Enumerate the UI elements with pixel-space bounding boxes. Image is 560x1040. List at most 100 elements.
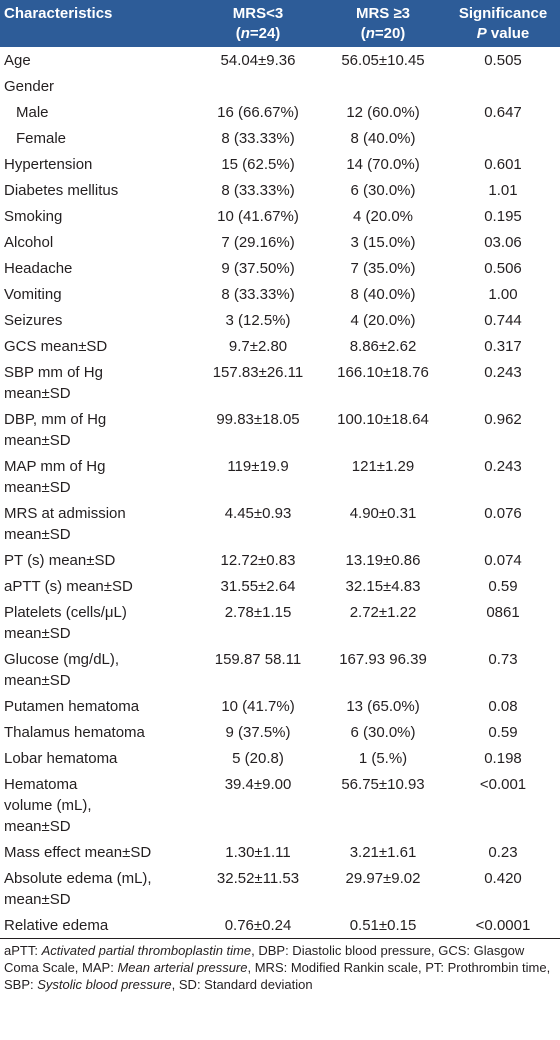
table-row: Age 54.04±9.36 56.05±10.45 0.505 [0,47,560,73]
header-cell: MRS ≥3 (n=20) [320,0,446,47]
value-cell: 7 (35.0%) [350,260,416,277]
value-cell: 32.15±4.83 [345,578,421,595]
row-label: Thalamus hematoma [0,719,196,745]
label-line: Hematoma [4,776,78,793]
table-row: SBP mm of Hg mean±SD 157.83±26.11 166.10±18… [0,359,560,406]
value-cell: 0.243 [484,458,522,475]
row-label: MRS at admission mean±SD [0,500,196,547]
label-line: GCS mean±SD [4,338,108,355]
value-cell: 54.04±9.36 [220,52,296,69]
value-cell: 121±1.29 [351,458,415,475]
value-cell: 29.97±9.02 [345,870,421,887]
label-line: Male [16,104,49,121]
value-cell: 9 (37.5%) [225,724,291,741]
table-row: aPTT (s) mean±SD 31.55±2.64 32.15±4.83 0.59 [0,573,560,599]
text-segment: , DBP: Diastolic blood pressure, GCS: Gl… [4,943,525,975]
text-segment: Significance [458,5,548,22]
value-cell: 0.506 [484,260,522,277]
value-cell: 0.198 [484,750,522,767]
header-cell: Characteristics [0,0,196,47]
table-row: Glucose (mg/dL), mean±SD 159.87 58.11 167.9… [0,646,560,693]
row-label: Relative edema [0,912,196,939]
text-segment: Mean arterial pressure [117,960,248,975]
value-cell: 4 (20.0% [352,208,414,225]
table-row: Smoking 10 (41.67%) 4 (20.0% 0.195 [0,203,560,229]
table-row: Platelets (cells/μL) mean±SD 2.78±1.15 2.72… [0,599,560,646]
value-cell: 0.744 [484,312,522,329]
label-line: Relative edema [4,917,109,934]
value-cell: 0.243 [484,364,522,381]
value-cell: 0.59 [488,724,518,741]
text-segment: =20) [374,25,406,42]
table-row: PT (s) mean±SD 12.72±0.83 13.19±0.86 0.074 [0,547,560,573]
text-segment: value [486,25,530,42]
value-cell: 12.72±0.83 [220,552,296,569]
table-row: Absolute edema (mL), mean±SD 32.52±11.53 29… [0,865,560,912]
data-table: Characteristics MRS<3 (n=24) MRS ≥3 (n=20) Si… [0,0,560,939]
text-segment: Activated partial thromboplastin time [41,943,252,958]
value-cell: 32.52±11.53 [216,870,300,887]
row-label: Smoking [0,203,196,229]
value-cell: 1.30±1.11 [225,844,291,861]
table-body: Age 54.04±9.36 56.05±10.45 0.505 Gender Male 1… [0,47,560,939]
value-cell: 8 (40.0%) [350,130,416,147]
row-label: Female [0,125,196,151]
label-line: Absolute edema (mL), [4,870,152,887]
value-cell: 0.08 [488,698,518,715]
value-cell: 0.73 [488,651,518,668]
value-cell: 16 (66.67%) [217,104,299,121]
label-line: mean±SD [4,818,71,835]
row-label: Platelets (cells/μL) mean±SD [0,599,196,646]
text-segment: Characteristics [4,5,113,22]
value-cell: 10 (41.67%) [217,208,299,225]
value-cell [196,73,320,99]
label-line: mean±SD [4,672,71,689]
value-cell: 0.195 [484,208,522,225]
value-cell: 0.420 [484,870,522,887]
header-line: MRS ≥3 [324,4,442,24]
text-segment: , SD: Standard deviation [171,977,313,992]
text-segment: , MRS: Modified Rankin scale, PT: Prothr… [4,960,551,992]
value-cell: 9 (37.50%) [221,260,295,277]
row-label: Headache [0,255,196,281]
value-cell: 0.962 [484,411,522,428]
value-cell: 0.317 [484,338,522,355]
value-cell: 31.55±2.64 [220,578,296,595]
label-line: DBP, mm of Hg [4,411,107,428]
row-label: Absolute edema (mL), mean±SD [0,865,196,912]
value-cell: 0.074 [484,552,522,569]
text-segment: n [240,25,250,42]
text-segment: =24) [249,25,281,42]
value-cell: 100.10±18.64 [337,411,429,428]
text-segment: ( [360,25,366,42]
label-line: mean±SD [4,432,71,449]
value-cell: 12 (60.0%) [346,104,420,121]
value-cell: 13.19±0.86 [345,552,421,569]
value-cell: 4 (20.0%) [350,312,416,329]
row-label: aPTT (s) mean±SD [0,573,196,599]
row-label: Seizures [0,307,196,333]
header-cell: Significance P value [446,0,560,47]
value-cell: 8 (33.33%) [221,286,295,303]
table-header: Characteristics MRS<3 (n=24) MRS ≥3 (n=20) Si… [0,0,560,47]
value-cell: 4.90±0.31 [349,505,417,522]
label-line: volume (mL), [4,797,92,814]
value-cell: 6 (30.0%) [350,724,416,741]
text-segment: aPTT: [4,943,42,958]
table-row: Female 8 (33.33%) 8 (40.0%) [0,125,560,151]
value-cell: 167.93 96.39 [339,651,427,668]
label-line: Smoking [4,208,63,225]
header-line: Characteristics [4,4,192,24]
table-row: DBP, mm of Hg mean±SD 99.83±18.05 100.10±18… [0,406,560,453]
table-row: GCS mean±SD 9.7±2.80 8.86±2.62 0.317 [0,333,560,359]
row-label: Putamen hematoma [0,693,196,719]
value-cell: 6 (30.0%) [350,182,416,199]
value-cell: 1.01 [488,182,518,199]
label-line: Glucose (mg/dL), [4,651,120,668]
label-line: mean±SD [4,526,71,543]
value-cell: 8.86±2.62 [349,338,417,355]
label-line: Lobar hematoma [4,750,118,767]
header-cell: MRS<3 (n=24) [196,0,320,47]
table-row: Vomiting 8 (33.33%) 8 (40.0%) 1.00 [0,281,560,307]
